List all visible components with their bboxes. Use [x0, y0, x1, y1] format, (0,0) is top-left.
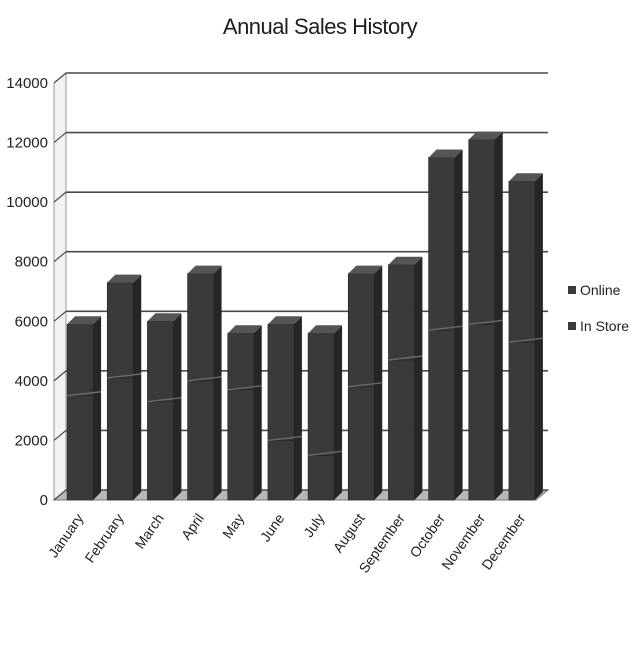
- segment-divider: [267, 435, 302, 442]
- y-tick-label: 4000: [15, 373, 48, 390]
- y-tick-label: 6000: [15, 313, 48, 330]
- bar-online-october: [428, 157, 455, 331]
- gridline-side: [53, 489, 67, 501]
- legend-label: In Store: [580, 318, 629, 334]
- bar-top-april: [187, 265, 222, 274]
- bar-online-august: [347, 273, 375, 388]
- bar-in-store-september: [388, 359, 415, 501]
- y-tick-label: 0: [40, 492, 48, 509]
- bar-side-february: [133, 274, 142, 500]
- x-tick-label: March: [131, 511, 166, 552]
- bar-side-november: [494, 131, 503, 501]
- segment-divider: [428, 325, 463, 331]
- bar-in-store-december: [508, 341, 536, 501]
- legend-swatch: [568, 286, 576, 294]
- y-tick-label: 14000: [6, 75, 48, 92]
- bar-top-february: [107, 274, 142, 283]
- bar-top-june: [267, 316, 302, 325]
- bar-top-january: [67, 316, 102, 325]
- bar-in-store-february: [106, 377, 134, 501]
- y-tick-label: 2000: [15, 432, 48, 449]
- bar-side-october: [454, 149, 463, 500]
- bar-side-may: [253, 325, 262, 500]
- bar-top-september: [388, 256, 423, 265]
- bar-top-october: [428, 149, 463, 158]
- bar-online-february: [106, 282, 134, 379]
- bar-top-december: [508, 173, 543, 182]
- bar-in-store-november: [468, 323, 496, 501]
- bar-top-march: [147, 313, 182, 322]
- segment-divider: [187, 376, 222, 382]
- bar-side-june: [293, 316, 302, 500]
- bar-in-store-may: [227, 389, 255, 501]
- x-tick-label: February: [81, 511, 126, 566]
- bar-side-december: [534, 173, 543, 501]
- segment-divider: [147, 397, 182, 403]
- bar-in-store-july: [307, 455, 335, 501]
- bar-side-july: [334, 325, 343, 500]
- segment-divider: [107, 373, 142, 379]
- y-tick-label: 12000: [6, 135, 48, 152]
- segment-divider: [388, 355, 423, 361]
- gridline-side: [53, 72, 67, 84]
- bar-online-november: [468, 139, 496, 325]
- bar-in-store-january: [66, 395, 94, 501]
- gridline-side: [53, 132, 67, 144]
- bar-top-may: [227, 325, 262, 334]
- bar-online-january: [66, 323, 94, 397]
- bar-online-may: [227, 332, 255, 391]
- bar-side-march: [173, 313, 182, 500]
- x-tick-label: May: [219, 511, 247, 542]
- bar-side-september: [414, 256, 423, 500]
- x-tick-label: August: [330, 510, 368, 555]
- segment-divider: [508, 337, 543, 343]
- gridline-side: [53, 251, 67, 263]
- x-tick-label: July: [300, 511, 327, 541]
- segment-divider: [348, 382, 383, 388]
- segment-divider: [308, 450, 343, 457]
- bar-online-june: [267, 323, 295, 441]
- x-tick-label: June: [257, 510, 288, 544]
- y-tick-label: 10000: [6, 194, 48, 211]
- segment-divider: [227, 385, 262, 391]
- bar-online-july: [307, 332, 335, 456]
- bar-online-december: [508, 180, 536, 343]
- bar-side-january: [93, 316, 102, 500]
- gridline-side: [53, 429, 67, 441]
- chart-title: Annual Sales History: [222, 14, 418, 39]
- segment-divider: [468, 319, 503, 325]
- bar-in-store-march: [147, 401, 174, 501]
- bar-top-july: [308, 325, 343, 334]
- bar-online-september: [388, 264, 415, 361]
- gridline-side: [53, 370, 67, 382]
- x-tick-label: January: [45, 511, 87, 561]
- legend-swatch: [568, 322, 576, 330]
- segment-divider: [67, 391, 102, 397]
- bar-top-august: [348, 265, 383, 274]
- bar-side-april: [213, 265, 222, 500]
- y-tick-label: 8000: [15, 254, 48, 271]
- bar-in-store-june: [267, 440, 295, 501]
- gridline-side: [53, 191, 67, 203]
- x-tick-label: April: [178, 511, 207, 543]
- bar-online-march: [147, 320, 174, 403]
- legend-label: Online: [580, 282, 621, 298]
- gridline-side: [53, 310, 67, 322]
- bar-top-november: [468, 131, 503, 140]
- bar-in-store-april: [187, 380, 214, 501]
- bar-in-store-august: [347, 386, 375, 501]
- bar-in-store-october: [428, 329, 455, 501]
- x-tick-label: October: [406, 510, 448, 560]
- bar-online-april: [187, 273, 214, 382]
